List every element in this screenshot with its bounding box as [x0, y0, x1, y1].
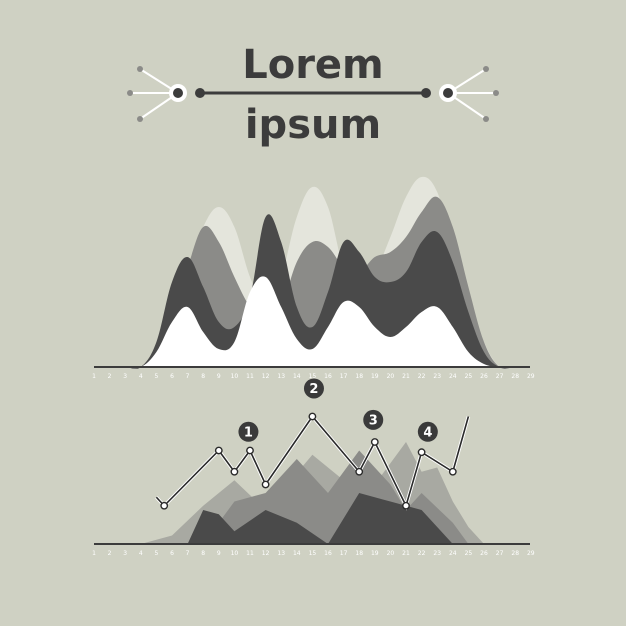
- x-tick-label: 15: [309, 373, 317, 380]
- connector-node-left: [195, 88, 205, 98]
- x-tick-label: 23: [433, 550, 441, 557]
- x-tick-label: 8: [201, 550, 205, 557]
- x-tick-label: 14: [293, 373, 301, 380]
- x-tick-label: 1: [92, 373, 96, 380]
- mountain-area-3: [187, 493, 453, 544]
- x-tick-label: 11: [246, 550, 254, 557]
- x-tick-label: 1: [92, 550, 96, 557]
- badge-label: 2: [309, 382, 318, 397]
- x-tick-label: 22: [418, 373, 426, 380]
- area-series-4: [94, 276, 531, 369]
- x-tick-label: 6: [170, 373, 174, 380]
- x-tick-label: 29: [527, 373, 535, 380]
- x-tick-label: 18: [355, 373, 363, 380]
- x-tick-label: 27: [496, 550, 504, 557]
- data-point-marker: [370, 438, 379, 446]
- x-tick-label: 25: [465, 373, 473, 380]
- left-burst-icon: [127, 66, 187, 122]
- data-point-marker: [160, 501, 169, 510]
- x-tick-label: 19: [371, 373, 379, 380]
- x-tick-label: 3: [123, 550, 127, 557]
- x-tick-label: 28: [511, 550, 519, 557]
- x-tick-label: 20: [387, 373, 395, 380]
- x-tick-label: 13: [277, 373, 285, 380]
- x-tick-label: 5: [154, 373, 158, 380]
- x-tick-label: 9: [217, 373, 221, 380]
- data-point-marker: [417, 448, 426, 457]
- data-point-marker: [246, 446, 254, 455]
- x-tick-label: 16: [324, 373, 332, 380]
- right-burst-icon: [439, 66, 499, 122]
- x-tick-label: 24: [449, 373, 457, 380]
- x-tick-label: 12: [262, 550, 270, 557]
- x-tick-label: 21: [402, 373, 410, 380]
- x-tick-label: 2: [108, 550, 112, 557]
- badge-label: 1: [244, 425, 253, 440]
- connector-node-right: [421, 88, 431, 98]
- x-tick-label: 28: [511, 373, 519, 380]
- x-tick-label: 23: [433, 373, 441, 380]
- x-tick-label: 9: [217, 550, 221, 557]
- x-tick-label: 26: [480, 373, 488, 380]
- x-tick-label: 13: [277, 550, 285, 557]
- title-line-1: Lorem: [242, 42, 384, 88]
- x-tick-label: 29: [527, 550, 535, 557]
- x-tick-label: 11: [246, 373, 254, 380]
- x-tick-label: 18: [355, 550, 363, 557]
- x-tick-label: 6: [170, 550, 174, 557]
- data-point-marker: [214, 446, 223, 455]
- x-tick-label: 17: [340, 550, 348, 557]
- title-line-2: ipsum: [245, 102, 381, 148]
- line-mountain-chart: 1 2 3 4 5 6 7 8 9 10 11 12 13 14 15 16 17 18 19 20 21 22 23 24 2…: [92, 378, 535, 557]
- x-tick-label: 2: [108, 373, 112, 380]
- x-tick-label: 12: [262, 373, 270, 380]
- x-tick-label: 10: [231, 550, 239, 557]
- badge-circle: [363, 409, 384, 430]
- x-tick-label: 22: [418, 550, 426, 557]
- badge-circle: [303, 378, 324, 399]
- data-point-marker: [355, 467, 364, 476]
- number-badge-3: 3: [363, 409, 384, 430]
- x-tick-label: 5: [154, 550, 158, 557]
- badge-label: 4: [423, 425, 432, 440]
- badge-circle: [238, 421, 259, 442]
- x-tick-label: 7: [186, 550, 190, 557]
- data-point-marker: [261, 480, 270, 489]
- x-tick-label: 15: [309, 550, 317, 557]
- number-badge-4: 4: [417, 421, 438, 442]
- x-tick-label: 7: [186, 373, 190, 380]
- x-tick-label: 17: [340, 373, 348, 380]
- number-badge-1: 1: [238, 421, 259, 442]
- x-tick-label: 27: [496, 373, 504, 380]
- badge-circle: [417, 421, 438, 442]
- x-tick-label: 19: [371, 550, 379, 557]
- x-tick-label: 20: [387, 550, 395, 557]
- x-tick-label: 26: [480, 550, 488, 557]
- area-chart: 1 2 3 4 5 6 7 8 9 10 11 12 13 14 15 16 17 18 19 20 21 22 23 24 2…: [92, 176, 535, 380]
- x-tick-label: 4: [139, 373, 143, 380]
- x-tick-label: 4: [139, 550, 143, 557]
- x-tick-label: 14: [293, 550, 301, 557]
- x-tick-label: 24: [449, 550, 457, 557]
- number-badge-2: 2: [303, 378, 324, 399]
- badge-label: 3: [369, 413, 378, 428]
- x-tick-label: 25: [465, 550, 473, 557]
- x-tick-label: 21: [402, 550, 410, 557]
- x-tick-label: 3: [123, 373, 127, 380]
- x-tick-label: 16: [324, 550, 332, 557]
- x-tick-label: 8: [201, 373, 205, 380]
- data-point-marker: [308, 412, 317, 421]
- data-point-marker: [448, 467, 457, 476]
- x-tick-label: 10: [231, 373, 239, 380]
- header-decoration: [127, 66, 499, 122]
- data-point-marker: [402, 501, 410, 510]
- data-point-marker: [230, 467, 239, 476]
